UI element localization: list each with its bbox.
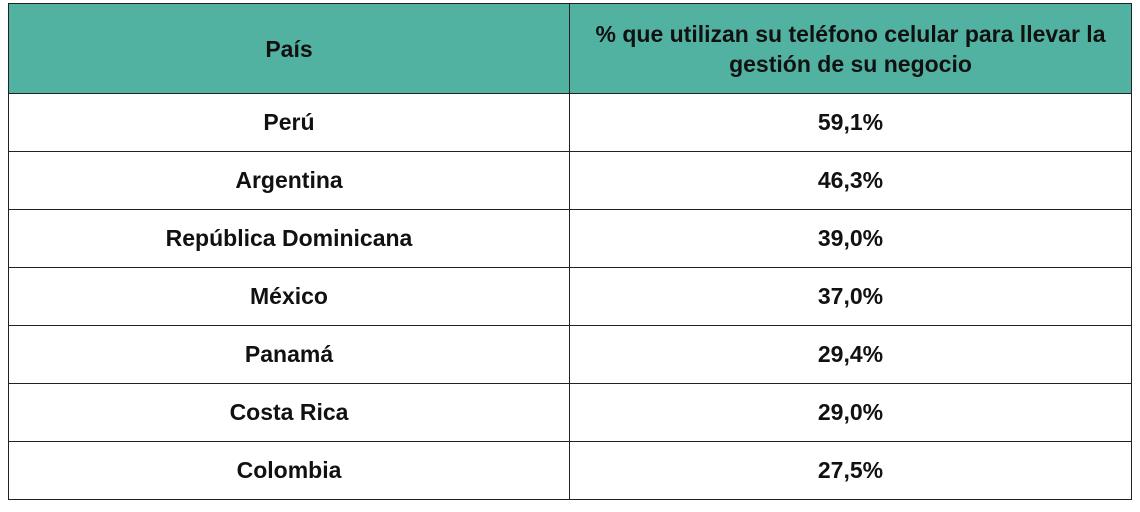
percent-cell: 37,0% bbox=[569, 267, 1132, 326]
table-row: Colombia 27,5% bbox=[8, 441, 1132, 500]
table-row: Argentina 46,3% bbox=[8, 151, 1132, 210]
percent-cell: 27,5% bbox=[569, 441, 1132, 500]
country-cell: República Dominicana bbox=[8, 209, 570, 268]
country-cell: Perú bbox=[8, 93, 570, 152]
country-cell: Colombia bbox=[8, 441, 570, 500]
table-row: Perú 59,1% bbox=[8, 93, 1132, 152]
table-row: Costa Rica 29,0% bbox=[8, 383, 1132, 442]
country-cell: México bbox=[8, 267, 570, 326]
percent-cell: 59,1% bbox=[569, 93, 1132, 152]
header-cell: % que utilizan su teléfono celular para … bbox=[569, 3, 1132, 94]
country-cell: Costa Rica bbox=[8, 383, 570, 442]
percent-cell: 29,4% bbox=[569, 325, 1132, 384]
table-row: República Dominicana 39,0% bbox=[8, 209, 1132, 268]
table-body: Perú 59,1% Argentina 46,3% República Dominic… bbox=[8, 93, 1132, 500]
country-cell: Argentina bbox=[8, 151, 570, 210]
header-cell: País bbox=[8, 3, 570, 94]
table-row: México 37,0% bbox=[8, 267, 1132, 326]
percent-cell: 29,0% bbox=[569, 383, 1132, 442]
data-table: País % que utilizan su teléfono celular … bbox=[8, 3, 1132, 500]
percent-cell: 39,0% bbox=[569, 209, 1132, 268]
table-row: Panamá 29,4% bbox=[8, 325, 1132, 384]
percent-cell: 46,3% bbox=[569, 151, 1132, 210]
header-row: País % que utilizan su teléfono celular … bbox=[8, 3, 1132, 94]
table-head: País % que utilizan su teléfono celular … bbox=[8, 3, 1132, 94]
country-cell: Panamá bbox=[8, 325, 570, 384]
